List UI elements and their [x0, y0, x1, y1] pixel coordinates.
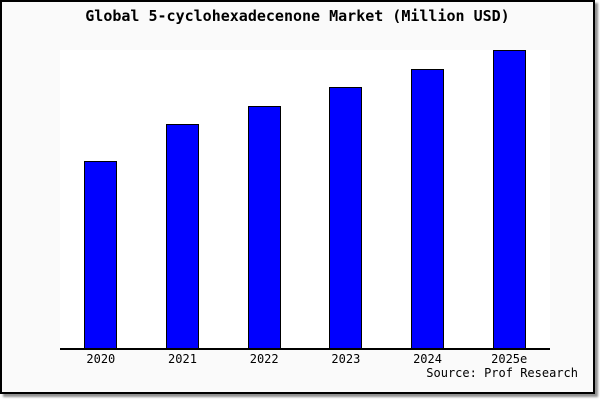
bar-2025e — [492, 50, 526, 348]
chart-title: Global 5-cyclohexadecenone Market (Milli… — [85, 7, 510, 25]
bars-container — [60, 50, 550, 348]
x-tick-label-2021: 2021 — [168, 352, 197, 366]
x-tick-label-2020: 2020 — [86, 352, 116, 366]
source-note: Source: Prof Research — [426, 366, 578, 380]
bar-2020 — [84, 161, 118, 348]
x-tick-label-2023: 2023 — [331, 352, 361, 366]
plot-area — [60, 50, 550, 350]
x-tick-label-2024: 2024 — [413, 352, 442, 366]
bar-2021 — [165, 123, 199, 348]
bar-2024 — [410, 68, 444, 348]
bar-2023 — [329, 87, 363, 348]
chart-frame: Global 5-cyclohexadecenone Market (Milli… — [0, 0, 595, 394]
bar-2022 — [247, 105, 281, 348]
x-tick-label-2022: 2022 — [249, 352, 279, 366]
x-tick-label-2025e: 2025e — [491, 352, 528, 366]
x-axis-labels: 2020 2021 2022 2023 2024 2025e — [60, 353, 550, 367]
